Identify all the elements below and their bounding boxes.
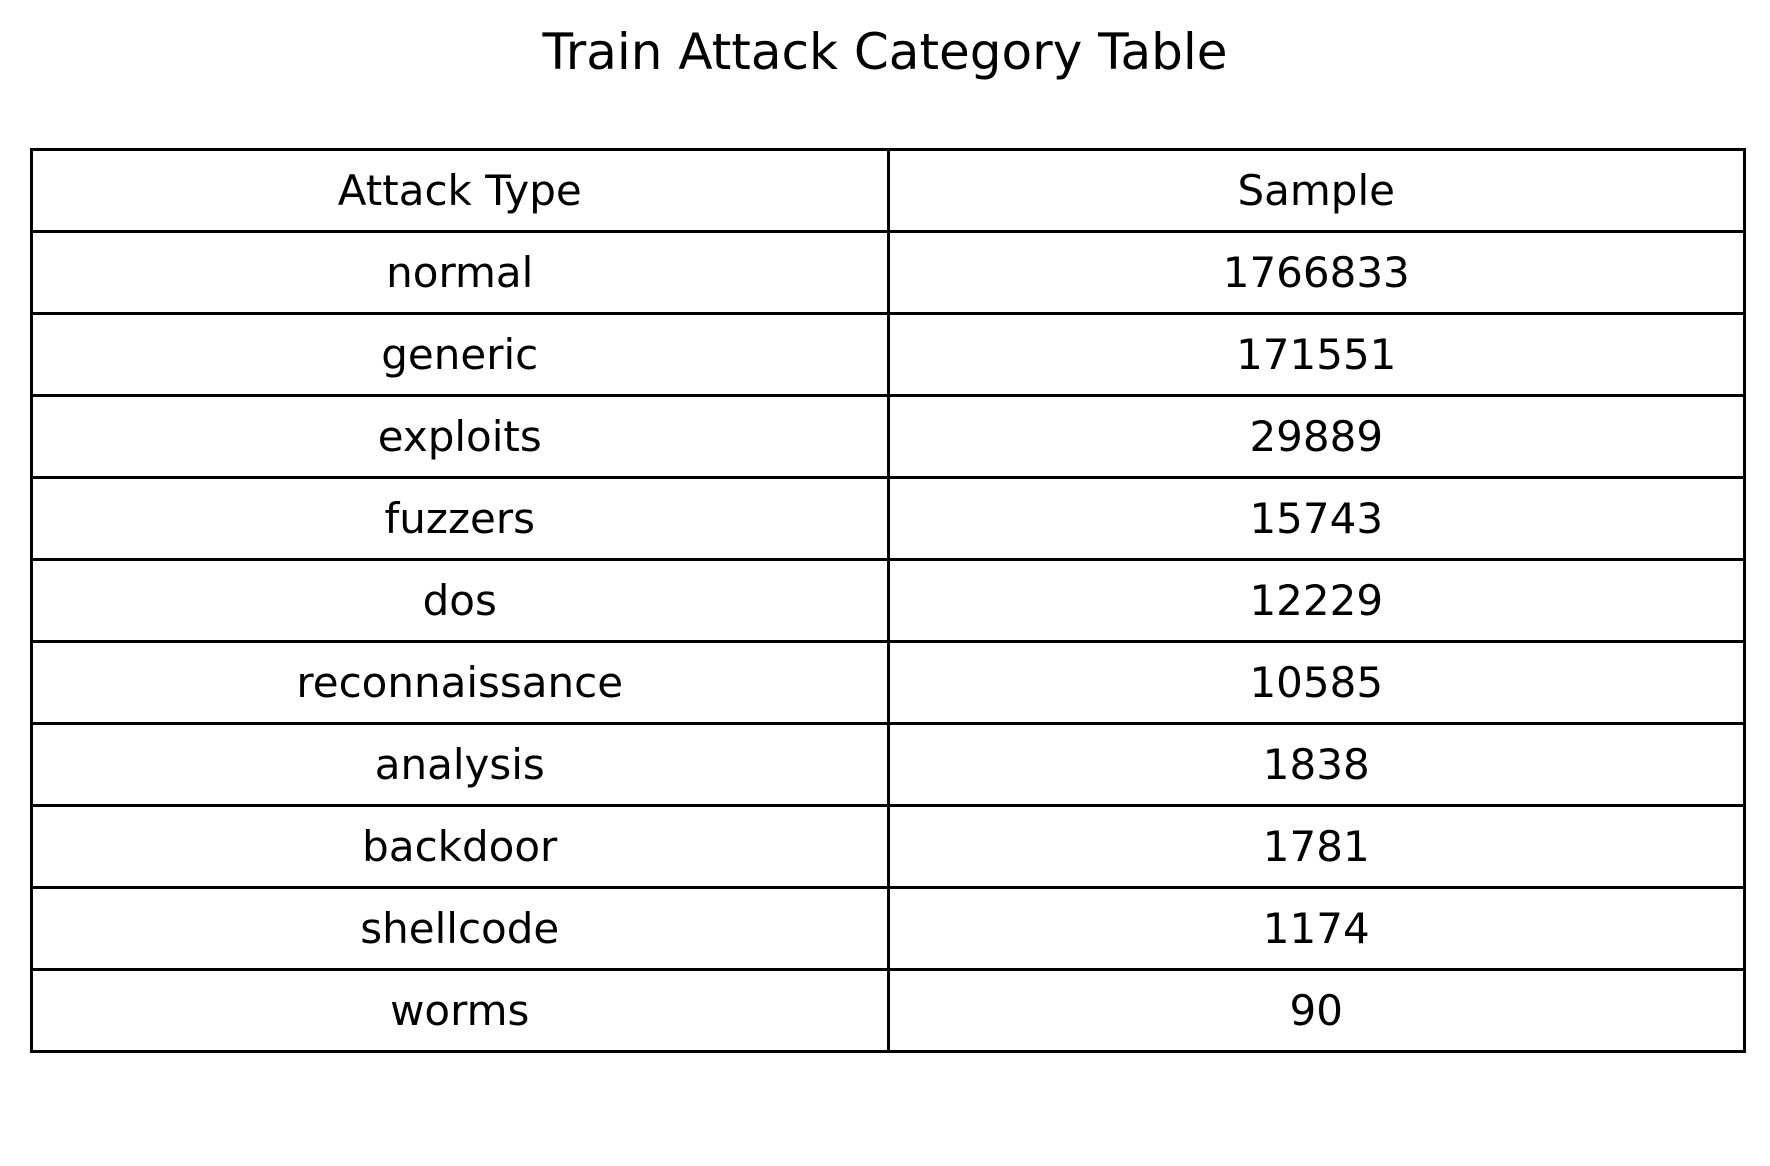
sample-count-cell: 1838 [886,722,1746,807]
table-row: analysis 1838 [30,722,1746,807]
table-row: dos 12229 [30,558,1746,643]
sample-count-cell: 15743 [886,476,1746,561]
table-header-row: Attack Type Sample [30,148,1746,233]
column-header-sample: Sample [886,148,1746,233]
table-row: normal 1766833 [30,230,1746,315]
attack-type-cell: shellcode [30,886,890,971]
sample-count-cell: 171551 [886,312,1746,397]
attack-type-cell: exploits [30,394,890,479]
table-row: shellcode 1174 [30,886,1746,971]
table-row: exploits 29889 [30,394,1746,479]
table-row: worms 90 [30,968,1746,1053]
table-row: fuzzers 15743 [30,476,1746,561]
attack-type-cell: normal [30,230,890,315]
attack-type-cell: worms [30,968,890,1053]
sample-count-cell: 12229 [886,558,1746,643]
attack-category-table: Attack Type Sample normal 1766833 generi… [30,148,1746,1053]
attack-type-cell: reconnaissance [30,640,890,725]
sample-count-cell: 1781 [886,804,1746,889]
attack-type-cell: generic [30,312,890,397]
column-header-attack-type: Attack Type [30,148,890,233]
sample-count-cell: 29889 [886,394,1746,479]
sample-count-cell: 10585 [886,640,1746,725]
attack-type-cell: backdoor [30,804,890,889]
attack-type-cell: analysis [30,722,890,807]
table-row: reconnaissance 10585 [30,640,1746,725]
sample-count-cell: 90 [886,968,1746,1053]
table-row: generic 171551 [30,312,1746,397]
table-row: backdoor 1781 [30,804,1746,889]
sample-count-cell: 1766833 [886,230,1746,315]
attack-type-cell: fuzzers [30,476,890,561]
page-title: Train Attack Category Table [542,23,1228,81]
attack-type-cell: dos [30,558,890,643]
sample-count-cell: 1174 [886,886,1746,971]
